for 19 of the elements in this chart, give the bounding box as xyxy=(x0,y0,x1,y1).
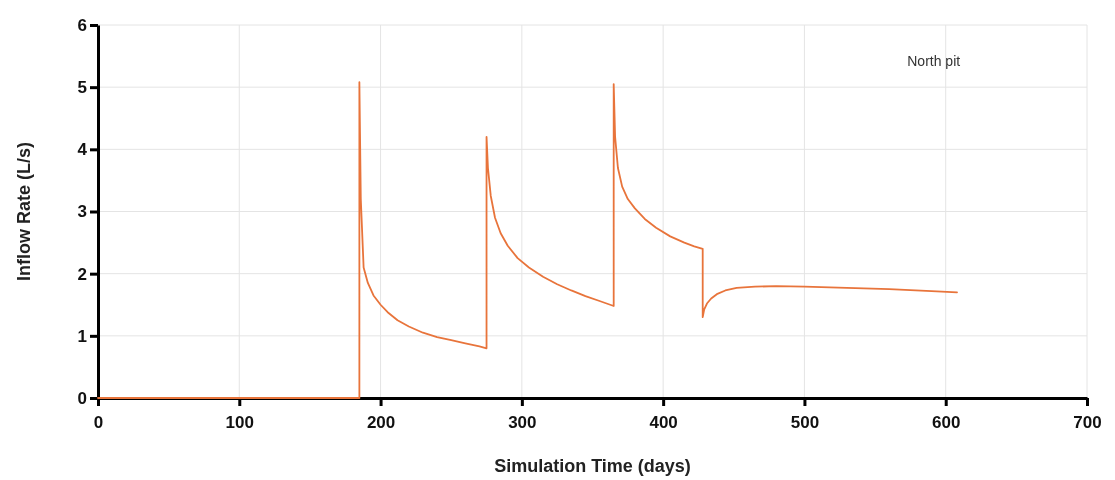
x-tick-label: 400 xyxy=(649,412,678,432)
x-tick-label: 600 xyxy=(932,412,961,432)
y-tick-label: 5 xyxy=(77,78,87,98)
y-tick-label: 6 xyxy=(77,15,87,35)
x-tick-label: 200 xyxy=(366,412,396,432)
x-tick-label: 300 xyxy=(508,412,537,432)
y-tick-label: 1 xyxy=(77,326,87,346)
y-tick-label: 4 xyxy=(77,140,88,160)
line-series xyxy=(97,81,958,399)
y-axis-title: Inflow Rate (L/s) xyxy=(14,142,34,281)
x-tick-label: 100 xyxy=(225,412,254,432)
x-axis-title: Simulation Time (days) xyxy=(494,456,691,476)
y-tick-label: 2 xyxy=(77,264,87,284)
x-tick-label: 700 xyxy=(1073,412,1102,432)
y-tick-label: 3 xyxy=(77,202,87,222)
y-tick-label: 0 xyxy=(77,388,87,408)
annotation: North pit xyxy=(907,53,961,69)
x-tick-label: 0 xyxy=(93,412,104,432)
x-tick-label: 500 xyxy=(790,412,820,432)
